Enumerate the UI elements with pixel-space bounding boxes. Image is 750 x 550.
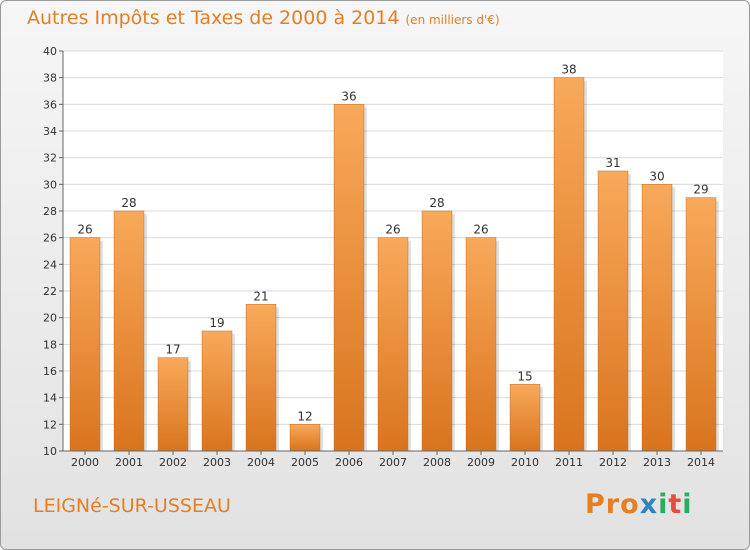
y-tick-label: 34 — [43, 125, 57, 138]
x-tick-label-2006: 2006 — [335, 456, 363, 469]
value-label-2003: 19 — [209, 316, 224, 330]
y-tick-label: 12 — [43, 418, 57, 431]
value-label-2001: 28 — [121, 196, 136, 210]
bar-2001 — [113, 210, 145, 452]
value-label-2014: 29 — [693, 183, 708, 197]
y-tick-label: 18 — [43, 338, 57, 351]
bar-2009 — [465, 237, 497, 452]
logo-letter: o — [620, 489, 640, 520]
bar-2003 — [201, 330, 233, 452]
value-label-2013: 30 — [649, 169, 664, 183]
y-tick-label: 20 — [43, 312, 57, 325]
town-name: LEIGNé-SUR-USSEAU — [33, 495, 231, 517]
y-tick-label: 22 — [43, 285, 57, 298]
bar-2002 — [157, 357, 189, 452]
x-tick-label-2007: 2007 — [379, 456, 407, 469]
logo-letter: t — [668, 489, 683, 520]
bar-2013 — [641, 184, 673, 452]
y-tick-label: 24 — [43, 258, 57, 271]
y-tick-label: 38 — [43, 72, 57, 85]
x-tick-label-2005: 2005 — [291, 456, 319, 469]
value-label-2004: 21 — [253, 289, 268, 303]
logo-letter: i — [682, 489, 693, 520]
logo-letter: P — [585, 489, 606, 520]
bar-2008 — [421, 210, 453, 452]
x-tick-label-2012: 2012 — [599, 456, 627, 469]
y-tick-label: 40 — [43, 45, 57, 58]
x-tick-label-2010: 2010 — [511, 456, 539, 469]
value-label-2009: 26 — [473, 223, 488, 237]
y-tick-label: 14 — [43, 392, 57, 405]
bar-2006 — [333, 104, 365, 452]
x-tick-label-2000: 2000 — [71, 456, 99, 469]
value-label-2008: 28 — [429, 196, 444, 210]
x-tick-label-2011: 2011 — [555, 456, 583, 469]
chart-title: Autres Impôts et Taxes de 2000 à 2014 — [27, 7, 400, 29]
bars-group: 26 28 17 19 21 12 36 26 28 26 15 38 31 30 29 — [69, 63, 719, 452]
bar-2011 — [553, 77, 585, 452]
chart-title-block: Autres Impôts et Taxes de 2000 à 2014 (en… — [27, 7, 500, 29]
bar-2012 — [597, 170, 629, 452]
value-label-2006: 36 — [341, 89, 356, 103]
value-label-2000: 26 — [77, 223, 92, 237]
logo-letter: r — [605, 489, 621, 520]
y-tick-label: 32 — [43, 152, 57, 165]
x-tick-label-2003: 2003 — [203, 456, 231, 469]
value-label-2011: 38 — [561, 63, 576, 77]
axes-group: 10 12 14 16 18 20 22 24 26 28 30 32 34 36 38 40 2000 2001… — [43, 45, 723, 469]
x-tick-label-2013: 2013 — [643, 456, 671, 469]
value-label-2012: 31 — [605, 156, 620, 170]
value-label-2005: 12 — [297, 409, 312, 423]
x-tick-label-2014: 2014 — [687, 456, 715, 469]
value-label-2007: 26 — [385, 223, 400, 237]
value-label-2002: 17 — [165, 343, 180, 357]
x-tick-label-2008: 2008 — [423, 456, 451, 469]
y-tick-label: 16 — [43, 365, 57, 378]
bar-2004 — [245, 304, 277, 452]
y-tick-label: 26 — [43, 232, 57, 245]
bar-2005 — [289, 424, 321, 452]
proxiti-logo: Proxiti — [585, 489, 693, 520]
y-tick-label: 10 — [43, 445, 57, 458]
x-tick-label-2004: 2004 — [247, 456, 275, 469]
y-tick-label: 28 — [43, 205, 57, 218]
y-tick-label: 36 — [43, 98, 57, 111]
bar-2010 — [509, 384, 541, 452]
bar-2014 — [685, 197, 717, 452]
bar-2000 — [69, 237, 101, 452]
y-tick-label: 30 — [43, 178, 57, 191]
x-tick-label-2001: 2001 — [115, 456, 143, 469]
logo-letter: x — [639, 489, 659, 520]
bar-2007 — [377, 237, 409, 452]
logo-letter: i — [658, 489, 669, 520]
x-tick-label-2002: 2002 — [159, 456, 187, 469]
chart-unit: (en milliers d'€) — [405, 13, 500, 27]
value-label-2010: 15 — [517, 369, 532, 383]
x-tick-label-2009: 2009 — [467, 456, 495, 469]
